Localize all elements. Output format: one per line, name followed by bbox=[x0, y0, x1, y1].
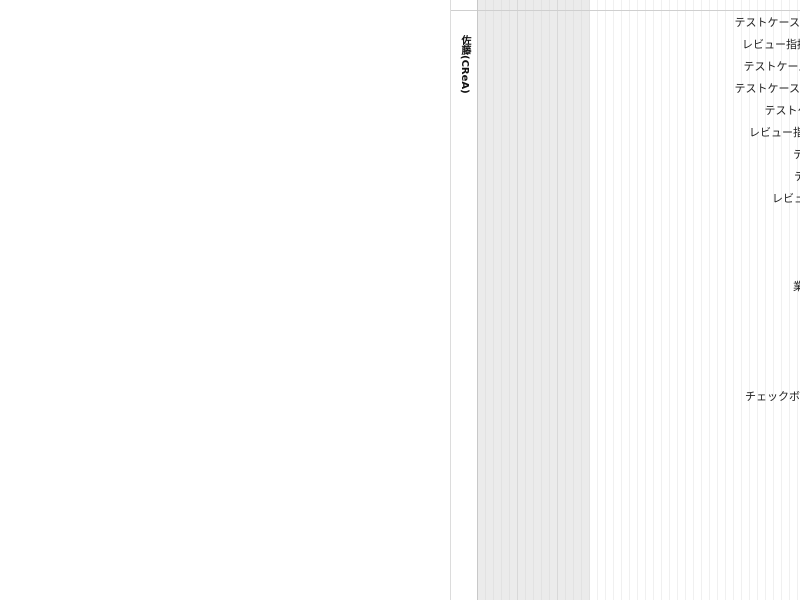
day-column bbox=[686, 0, 694, 600]
day-column bbox=[758, 0, 766, 600]
day-column bbox=[646, 0, 654, 600]
task-label[interactable]: テストケース bbox=[734, 16, 800, 29]
task-label[interactable]: レビュ bbox=[798, 258, 800, 272]
day-column bbox=[654, 0, 662, 600]
task-label[interactable]: テストケース bbox=[743, 60, 800, 73]
task-label[interactable]: レビュー指摘事項 bbox=[742, 38, 800, 51]
day-column bbox=[494, 0, 502, 600]
day-column bbox=[486, 0, 494, 600]
day-column bbox=[766, 0, 774, 600]
resource-header-cell bbox=[451, 0, 477, 11]
day-column bbox=[566, 0, 574, 600]
task-label[interactable]: テストケー bbox=[794, 170, 800, 183]
day-column bbox=[478, 0, 486, 600]
day-column bbox=[734, 0, 742, 600]
resource-column: 佐藤(CReA) bbox=[450, 0, 478, 600]
day-column bbox=[518, 0, 526, 600]
day-column bbox=[534, 0, 542, 600]
day-column bbox=[614, 0, 622, 600]
day-column bbox=[662, 0, 670, 600]
day-column bbox=[598, 0, 606, 600]
day-column bbox=[630, 0, 638, 600]
day-column bbox=[678, 0, 686, 600]
day-column bbox=[742, 0, 750, 600]
timeline-area[interactable]: テストケースレビュー指摘事項テストケーステストケーステストケースレビュー指摘事テ… bbox=[478, 0, 800, 600]
day-column bbox=[718, 0, 726, 600]
day-column bbox=[574, 0, 582, 600]
day-column bbox=[542, 0, 550, 600]
day-column bbox=[590, 0, 598, 600]
day-column bbox=[510, 0, 518, 600]
day-column bbox=[750, 0, 758, 600]
task-label[interactable]: テストケース bbox=[764, 104, 800, 117]
day-column bbox=[782, 0, 790, 600]
resource-name: 佐藤(CReA) bbox=[459, 35, 470, 94]
day-column bbox=[582, 0, 590, 600]
task-label[interactable]: レビュー指摘事 bbox=[749, 126, 800, 139]
task-label[interactable]: 業務 bbox=[793, 280, 800, 293]
day-column bbox=[558, 0, 566, 600]
empty-canvas-area bbox=[0, 0, 450, 600]
day-column bbox=[670, 0, 678, 600]
day-column bbox=[550, 0, 558, 600]
day-column bbox=[726, 0, 734, 600]
day-column bbox=[774, 0, 782, 600]
day-column bbox=[790, 0, 798, 600]
day-column bbox=[526, 0, 534, 600]
day-column bbox=[702, 0, 710, 600]
task-label[interactable]: チェックボ bbox=[745, 390, 800, 403]
task-label[interactable]: テストケース bbox=[734, 82, 800, 95]
task-label[interactable]: レビュー指 bbox=[772, 192, 800, 205]
day-column bbox=[710, 0, 718, 600]
day-column bbox=[502, 0, 510, 600]
timeline-header bbox=[478, 0, 800, 11]
day-column bbox=[638, 0, 646, 600]
task-label[interactable]: テストケー bbox=[793, 148, 800, 161]
day-column bbox=[606, 0, 614, 600]
day-column bbox=[622, 0, 630, 600]
day-column bbox=[694, 0, 702, 600]
